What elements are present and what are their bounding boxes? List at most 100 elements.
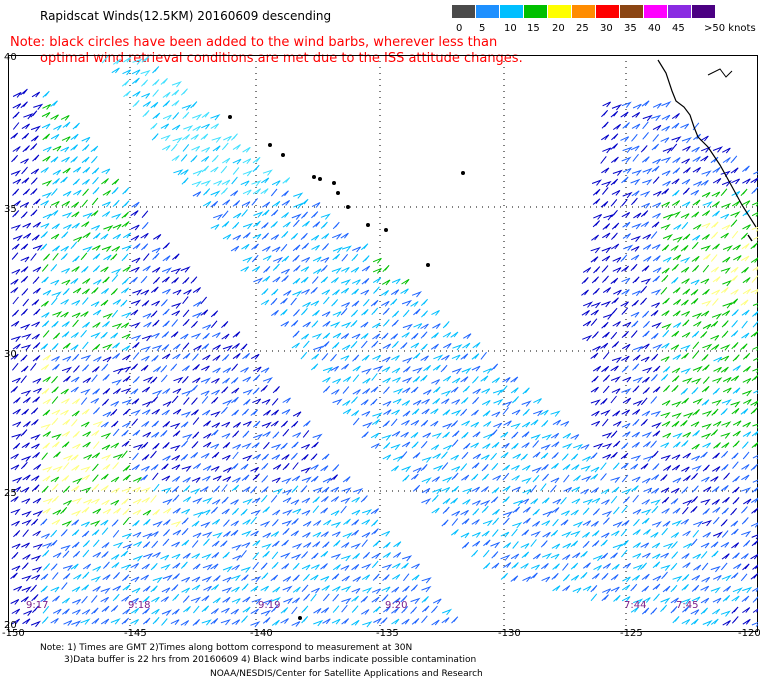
wind-barb xyxy=(11,335,22,343)
wind-barb xyxy=(131,334,142,342)
wind-barb xyxy=(291,553,302,561)
wind-barb xyxy=(232,221,240,230)
wind-barb xyxy=(262,431,271,438)
contamination-circle xyxy=(336,191,340,195)
wind-barb xyxy=(482,368,492,374)
wind-barb xyxy=(82,144,90,152)
wind-barb xyxy=(192,364,200,371)
wind-barb xyxy=(621,199,628,207)
wind-barb xyxy=(330,496,340,503)
wind-barb xyxy=(661,310,670,317)
wind-barb xyxy=(142,265,151,272)
wind-barb xyxy=(221,508,230,515)
wind-barb xyxy=(201,180,212,187)
wind-barb xyxy=(742,377,752,384)
wind-barb xyxy=(182,552,191,559)
wind-barb xyxy=(252,552,260,560)
wind-barb xyxy=(121,311,132,319)
wind-barb xyxy=(191,576,201,583)
wind-barb xyxy=(131,257,141,264)
wind-barb xyxy=(12,442,21,450)
wind-barb xyxy=(182,277,190,285)
wind-barb xyxy=(202,575,213,583)
wind-barb xyxy=(320,264,328,273)
wind-barb xyxy=(110,253,118,261)
wind-barb xyxy=(251,442,260,449)
wind-barb xyxy=(292,586,301,593)
wind-barb xyxy=(203,585,212,592)
wind-barb xyxy=(570,530,581,538)
wind-barb xyxy=(143,253,150,261)
wind-barb xyxy=(680,256,691,264)
wind-barb xyxy=(160,134,171,142)
wind-barb xyxy=(383,409,392,416)
wind-barb xyxy=(210,608,219,615)
wind-barb xyxy=(31,419,39,426)
wind-barb xyxy=(491,487,500,494)
wind-barb xyxy=(222,399,233,406)
wind-barb xyxy=(141,56,150,63)
wind-barb xyxy=(691,377,702,385)
wind-barb xyxy=(421,577,432,584)
wind-barb xyxy=(62,564,74,572)
wind-barb xyxy=(200,486,209,492)
wind-barb xyxy=(113,572,120,580)
wind-barb xyxy=(502,400,513,408)
wind-barb xyxy=(603,214,614,221)
wind-barb xyxy=(471,473,479,481)
wind-barb xyxy=(620,254,628,262)
wind-barb xyxy=(171,541,180,548)
wind-barb xyxy=(71,222,80,229)
lon-label-140: -140 xyxy=(250,628,273,639)
wind-barb xyxy=(640,297,647,305)
wind-barb xyxy=(542,510,553,518)
wind-barb xyxy=(342,476,351,483)
wind-barb xyxy=(152,344,163,352)
wind-barb xyxy=(130,607,140,614)
wind-barb xyxy=(692,351,699,359)
wind-barb xyxy=(251,243,259,250)
wind-barb xyxy=(753,389,758,395)
wind-barb xyxy=(550,484,557,493)
wind-barb xyxy=(660,373,669,381)
wind-barb xyxy=(21,586,32,593)
wind-barb xyxy=(150,495,157,503)
scale-swatch xyxy=(572,5,595,18)
wind-barb xyxy=(320,563,328,570)
wind-barb xyxy=(132,90,141,97)
wind-barb xyxy=(342,408,352,415)
wind-barb xyxy=(162,255,171,262)
wind-barb xyxy=(111,309,119,318)
wind-barb xyxy=(552,419,562,426)
wind-barb xyxy=(62,573,71,580)
wind-barb xyxy=(531,564,540,571)
wind-barb xyxy=(680,518,689,525)
wind-barb xyxy=(621,584,631,591)
wind-barb xyxy=(72,353,80,362)
wind-barb xyxy=(521,442,530,449)
wind-barb xyxy=(432,432,443,439)
wind-barb xyxy=(532,474,540,483)
wind-barb xyxy=(471,365,481,372)
wind-barb xyxy=(632,542,641,549)
wind-barb xyxy=(192,619,200,626)
wind-barb xyxy=(341,302,350,308)
wind-barb xyxy=(502,407,509,415)
wind-barb xyxy=(53,451,61,458)
wind-barb xyxy=(681,221,689,230)
wind-barb xyxy=(261,543,272,550)
wind-barb xyxy=(492,529,499,537)
wind-barb xyxy=(161,609,172,616)
wind-barb xyxy=(662,297,670,305)
wind-barb xyxy=(212,499,221,505)
wind-barb xyxy=(693,224,702,230)
wind-barb xyxy=(21,344,32,351)
wind-barb xyxy=(201,595,210,602)
wind-barb xyxy=(742,563,750,571)
wind-barb xyxy=(232,234,242,241)
wind-barb xyxy=(423,365,431,372)
wind-barb xyxy=(100,266,109,273)
wind-barb xyxy=(211,154,219,163)
wind-barb xyxy=(621,387,632,395)
wind-barb xyxy=(562,574,570,582)
